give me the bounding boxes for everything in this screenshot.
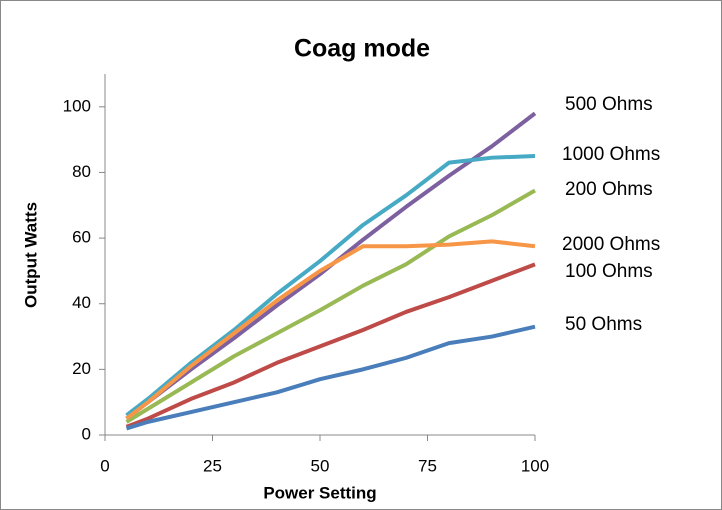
x-tick-label: 0 bbox=[100, 456, 109, 475]
series-label: 100 Ohms bbox=[565, 261, 653, 282]
x-tick-label: 100 bbox=[521, 456, 549, 475]
series-label: 2000 Ohms bbox=[562, 234, 660, 255]
chart-title: Coag mode bbox=[294, 35, 430, 63]
y-tick-label: 40 bbox=[72, 293, 91, 312]
y-tick-label: 100 bbox=[63, 96, 91, 115]
y-tick-label: 0 bbox=[82, 424, 91, 443]
y-axis-label: Output Watts bbox=[21, 202, 40, 308]
series-label: 200 Ohms bbox=[565, 179, 653, 200]
series-label: 1000 Ohms bbox=[562, 144, 660, 165]
x-tick-label: 25 bbox=[203, 456, 222, 475]
y-tick-label: 20 bbox=[72, 359, 91, 378]
series-line bbox=[125, 154, 536, 417]
x-tick-label: 75 bbox=[418, 456, 437, 475]
series-line bbox=[125, 188, 536, 424]
series-label: 50 Ohms bbox=[565, 314, 642, 335]
series-line bbox=[125, 262, 536, 429]
series-line bbox=[125, 239, 536, 421]
series-label: 500 Ohms bbox=[565, 94, 653, 115]
x-tick-label: 50 bbox=[311, 456, 330, 475]
y-tick-label: 60 bbox=[72, 228, 91, 247]
x-axis-label: Power Setting bbox=[263, 483, 376, 502]
y-tick-label: 80 bbox=[72, 162, 91, 181]
series-line bbox=[125, 324, 536, 431]
